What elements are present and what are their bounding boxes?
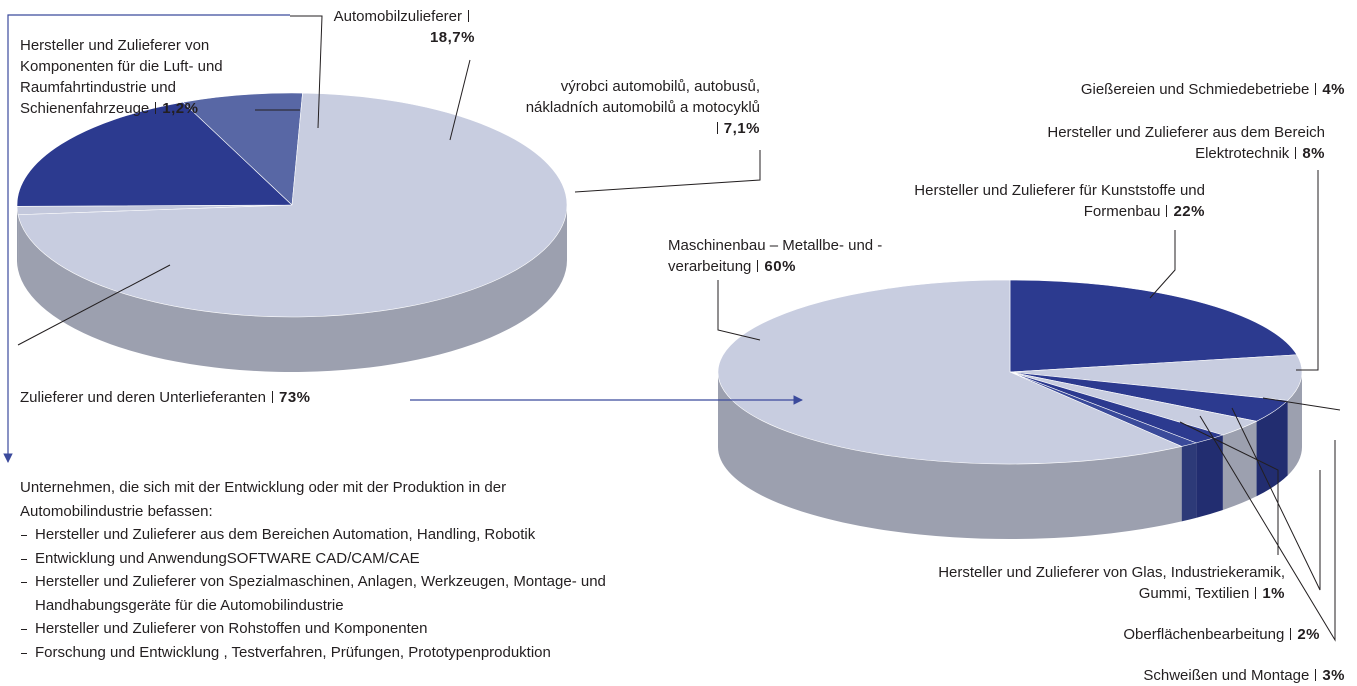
value-label: 1,2% <box>162 100 199 117</box>
pie-top <box>1009 279 1298 373</box>
note: Unternehmen, die sich mit der Entwicklun… <box>20 476 680 664</box>
separator <box>716 122 718 134</box>
note-item: Forschung und Entwicklung , Testverfahre… <box>20 641 655 665</box>
leader-line <box>449 59 471 141</box>
bullet <box>21 558 27 560</box>
slice-label: Schweißen und Montage 3% <box>1045 665 1345 686</box>
separator <box>155 102 157 114</box>
pie-slice <box>1009 371 1289 497</box>
separator <box>1295 147 1297 159</box>
note-text: Hersteller und Zulieferer von Rohstoffen… <box>35 620 428 637</box>
value-label: 7,1% <box>723 120 760 137</box>
value-label: 1% <box>1262 585 1285 602</box>
value-label: 60% <box>764 258 796 275</box>
leader-line <box>1149 230 1176 299</box>
pie-top <box>1009 354 1303 401</box>
slice-label: Gießereien und Schmiedebetriebe 4% <box>945 79 1345 100</box>
note-text: Hersteller und Zulieferer von Spezialmas… <box>35 573 606 614</box>
pie-slice <box>182 92 303 206</box>
separator <box>1255 587 1257 599</box>
label-text: Zulieferer und deren Unterlieferanten <box>20 389 266 406</box>
value-label: 73% <box>278 389 311 406</box>
label-text: Hersteller und Zulieferer aus dem Bereic… <box>1047 124 1325 162</box>
pies <box>16 92 1303 540</box>
pie-slice <box>16 101 293 262</box>
pie-top <box>182 92 303 206</box>
leader-line <box>1296 170 1319 371</box>
note-list: Hersteller und Zulieferer aus dem Bereic… <box>20 523 680 664</box>
value-label: 3% <box>1322 667 1345 684</box>
bullet <box>21 535 27 536</box>
note-text: Hersteller und Zulieferer aus dem Bereic… <box>35 526 536 543</box>
note-text: Forschung und Entwicklung , Testverfahre… <box>35 643 551 661</box>
pie-slice <box>1009 279 1298 373</box>
pie-side <box>1196 434 1223 518</box>
note-item: Hersteller und Zulieferer von Spezialmas… <box>20 570 655 617</box>
bullet <box>21 629 27 630</box>
separator <box>468 10 469 22</box>
separator <box>1290 628 1292 640</box>
label-text: Gießereien und Schmiedebetriebe <box>1080 81 1310 98</box>
label-text: Hersteller und Zulieferer von Glas, Indu… <box>938 564 1285 602</box>
pie-side <box>1256 400 1288 497</box>
leader-line <box>17 264 171 346</box>
separator <box>271 391 273 403</box>
leader-line <box>290 15 323 129</box>
leader-line <box>1179 421 1279 555</box>
label-text: Maschinenbau – Metallbe- und -verarbeitu… <box>668 237 883 275</box>
value-label: 4% <box>1322 81 1345 98</box>
label-text: Oberflächenbearbeitung <box>1123 626 1285 643</box>
leader-line <box>1199 415 1336 642</box>
leader-lines <box>17 15 1341 642</box>
note-item: Hersteller und Zulieferer von Rohstoffen… <box>20 617 655 641</box>
slice-label: Hersteller und Zulieferer von Komponente… <box>20 35 265 119</box>
label-text: výrobci automobilů, autobusů, nákladních… <box>525 78 760 116</box>
leader-line <box>1231 407 1321 591</box>
pie-side <box>18 205 568 372</box>
label-text: Hersteller und Zulieferer von Komponente… <box>20 37 223 117</box>
leader-line <box>1262 397 1341 411</box>
separator <box>1166 205 1168 217</box>
bullet <box>21 652 27 654</box>
slice-label: Hersteller und Zulieferer von Glas, Indu… <box>925 562 1285 604</box>
note-item: Hersteller und Zulieferer aus dem Bereic… <box>20 523 655 547</box>
value-label: 22% <box>1173 203 1205 220</box>
pie-side <box>1181 442 1197 522</box>
value-label: 2% <box>1297 626 1320 643</box>
slice-label: Zulieferer und deren Unterlieferanten 73% <box>20 387 520 408</box>
slice-label: výrobci automobilů, autobusů, nákladních… <box>520 76 760 139</box>
separator <box>1315 83 1317 95</box>
label-text: Hersteller und Zulieferer für Kunststoff… <box>914 182 1205 220</box>
pie-slice <box>1009 354 1303 476</box>
leader-line <box>574 150 761 193</box>
pie-side <box>1222 421 1257 510</box>
arrow <box>3 14 290 463</box>
value-label: 8% <box>1302 145 1325 162</box>
slice-label: Automobilzulieferer 18,7% <box>295 6 475 48</box>
note-item: Entwicklung und AnwendungSOFTWARE CAD/CA… <box>20 547 655 571</box>
leader-line <box>717 280 761 341</box>
pie-side <box>718 372 1182 540</box>
slice-label: Oberflächenbearbeitung 2% <box>1020 624 1320 645</box>
label-text: Automobilzulieferer <box>333 8 462 25</box>
note-text: Entwicklung und AnwendungSOFTWARE CAD/CA… <box>35 549 420 567</box>
separator <box>1315 669 1317 681</box>
bullet <box>21 582 27 583</box>
pie-slice <box>17 92 568 372</box>
pie-slice <box>1009 371 1224 518</box>
pie-top <box>17 92 568 318</box>
pie-side <box>17 206 19 270</box>
pie-side <box>1287 372 1302 476</box>
separator <box>757 260 759 272</box>
slice-label: Maschinenbau – Metallbe- und -verarbeitu… <box>668 235 893 277</box>
note-intro: Unternehmen, die sich mit der Entwicklun… <box>20 479 507 520</box>
slice-label: Hersteller und Zulieferer aus dem Bereic… <box>1045 122 1325 164</box>
value-label: 18,7% <box>429 29 475 46</box>
slice-label: Hersteller und Zulieferer für Kunststoff… <box>835 180 1205 222</box>
pie-top <box>16 101 293 207</box>
label-text: Schweißen und Montage <box>1143 667 1310 684</box>
